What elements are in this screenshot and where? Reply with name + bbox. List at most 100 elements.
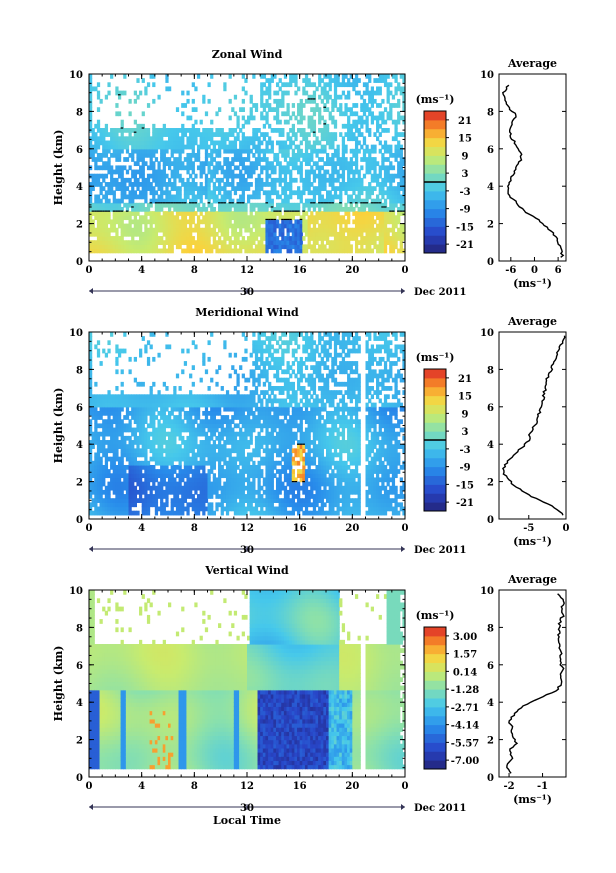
heatmap-cell [194, 86, 198, 92]
heatmap-cell [223, 161, 227, 167]
heatmap-cell [162, 423, 166, 429]
heatmap-cell [223, 202, 227, 208]
heatmap-cell [310, 182, 314, 187]
heatmap-cell [160, 460, 164, 466]
heatmap-cell [368, 206, 372, 212]
heatmap-cell [207, 132, 211, 137]
heatmap-cell [239, 460, 243, 466]
heatmap-cell [318, 211, 322, 216]
heatmap-cell [141, 460, 145, 466]
heatmap-cell [202, 506, 206, 512]
heatmap-cell [347, 161, 351, 167]
heatmap-cell [202, 190, 206, 196]
heatmap-cell [181, 128, 185, 133]
heatmap-cell [228, 161, 232, 167]
heatmap-cell [223, 236, 227, 241]
heatmap-cell [360, 144, 364, 150]
heatmap-cell [212, 431, 216, 437]
heatmap-cell [102, 248, 106, 254]
heatmap-cell [249, 148, 253, 154]
heatmap-cell [210, 140, 214, 146]
heatmap-cell [291, 152, 295, 158]
heatmap-cell [389, 190, 393, 196]
heatmap-cell [239, 140, 243, 146]
heatmap-cell [186, 402, 190, 408]
heatmap-cell [178, 206, 182, 212]
heatmap-cell [139, 165, 143, 171]
heatmap-cell [102, 398, 106, 404]
heatmap-cell [204, 369, 209, 375]
heatmap-cell [178, 140, 182, 146]
heatmap-cell [328, 177, 332, 183]
heatmap-cell [136, 477, 140, 483]
heatmap-cell [191, 448, 195, 454]
heatmap-cell [160, 194, 164, 200]
heatmap-cell [204, 394, 209, 400]
heatmap-cell [128, 215, 132, 221]
heatmap-cell [112, 485, 116, 491]
heatmap-cell [112, 215, 116, 221]
heatmap-cell [99, 165, 103, 171]
heatmap-cell [233, 477, 238, 483]
heatmap-cell [178, 198, 182, 204]
heatmap-cell [289, 190, 293, 196]
heatmap-cell [146, 177, 151, 183]
colorbar-segment [424, 235, 446, 245]
x-tick-label: 16 [293, 265, 307, 276]
heatmap-cell [318, 244, 322, 250]
heatmap-cell [131, 244, 135, 250]
heatmap-cell [341, 90, 346, 96]
heatmap-cell [191, 82, 195, 88]
heatmap-cell [239, 477, 243, 483]
heatmap-cell [115, 510, 119, 516]
heatmap-cell [262, 136, 267, 142]
heatmap-cell [231, 211, 235, 216]
heatmap-cell [254, 223, 259, 229]
heatmap-cell [294, 190, 298, 196]
heatmap-cell [297, 119, 301, 125]
heatmap-cell [191, 473, 195, 479]
heatmap-cell [328, 211, 332, 216]
heatmap-cell [125, 473, 130, 479]
heatmap-cell [146, 173, 151, 179]
heatmap-cell [257, 140, 261, 146]
heatmap-cell [291, 128, 295, 133]
heatmap-cell [189, 431, 193, 437]
heatmap-cell [162, 402, 166, 408]
heatmap-cell [117, 485, 122, 491]
heatmap-cell [270, 144, 274, 150]
heatmap-cell [307, 227, 311, 233]
heatmap-cell [402, 173, 406, 179]
heatmap-cell [99, 398, 103, 404]
heatmap-cell [115, 240, 119, 245]
heatmap-cell [91, 206, 95, 212]
heatmap-cell [99, 132, 103, 137]
heatmap-cell [241, 219, 245, 225]
heatmap-cell [223, 485, 227, 491]
heatmap-cell [378, 227, 382, 233]
heatmap-cell [204, 231, 209, 237]
heatmap-cell [376, 115, 380, 121]
heatmap-cell [146, 460, 151, 466]
contour-segment [117, 94, 121, 96]
heatmap-cell [186, 182, 190, 187]
heatmap-cell [168, 435, 172, 441]
heatmap-cell [125, 206, 130, 212]
heatmap-cell [183, 157, 188, 162]
heatmap-cell [210, 435, 214, 441]
heatmap-cell [170, 215, 174, 221]
heatmap-cell [370, 227, 374, 233]
heatmap-cell [207, 161, 211, 167]
heatmap-cell [139, 481, 143, 487]
heatmap-cell [204, 440, 209, 445]
heatmap-cell [173, 223, 177, 229]
heatmap-cell [239, 198, 243, 204]
heatmap-cell [141, 440, 145, 445]
heatmap-cell [173, 144, 177, 150]
heatmap-cell [347, 136, 351, 142]
heatmap-cell [394, 119, 398, 125]
heatmap-cell [107, 157, 111, 162]
heatmap-cell [99, 394, 103, 400]
heatmap-cell [202, 469, 206, 474]
heatmap-cell [349, 136, 353, 142]
